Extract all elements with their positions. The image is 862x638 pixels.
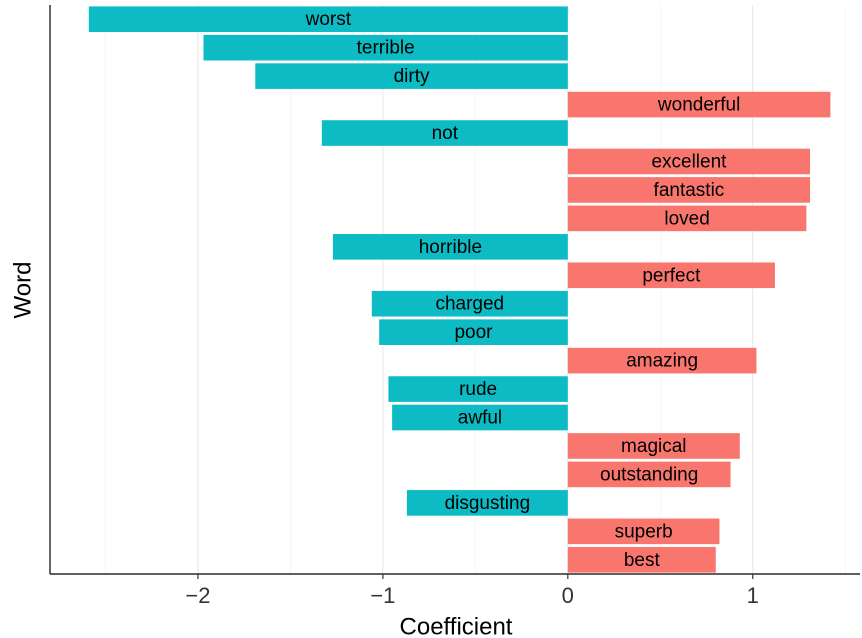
bar-label: charged bbox=[435, 294, 504, 315]
bar bbox=[567, 546, 716, 573]
bar bbox=[321, 120, 568, 146]
bar bbox=[388, 376, 568, 402]
x-tick-label: −1 bbox=[370, 583, 395, 608]
bar-label: superb bbox=[615, 521, 673, 542]
bar bbox=[203, 34, 568, 61]
bar bbox=[567, 433, 740, 459]
bar bbox=[567, 205, 807, 232]
x-tick-label: −2 bbox=[185, 583, 210, 608]
bar bbox=[567, 347, 757, 374]
y-axis-title: Word bbox=[9, 262, 36, 319]
bar-label: awful bbox=[458, 408, 502, 429]
bar-label: not bbox=[432, 123, 459, 144]
bar bbox=[88, 6, 568, 33]
bar-label: horrible bbox=[419, 237, 482, 258]
bar-label: rude bbox=[459, 379, 497, 400]
x-tick-label: 1 bbox=[747, 583, 759, 608]
bar bbox=[379, 319, 568, 345]
bar-label: disgusting bbox=[445, 493, 531, 514]
bar bbox=[567, 148, 811, 175]
bar bbox=[255, 63, 568, 89]
bar bbox=[567, 518, 720, 545]
bar-label: outstanding bbox=[600, 464, 698, 485]
bar bbox=[406, 490, 568, 516]
bar bbox=[567, 91, 831, 118]
bar-label: worst bbox=[305, 9, 352, 30]
bar-label: perfect bbox=[642, 265, 701, 286]
bar-label: terrible bbox=[357, 38, 415, 59]
bar-label: poor bbox=[454, 322, 493, 343]
bar-label: magical bbox=[621, 436, 686, 457]
bar bbox=[567, 461, 731, 488]
bar-label: loved bbox=[664, 208, 709, 229]
x-tick-label: 0 bbox=[562, 583, 574, 608]
bar bbox=[371, 290, 568, 317]
bar bbox=[567, 177, 811, 203]
bar-label: excellent bbox=[651, 151, 727, 172]
bar-label: dirty bbox=[394, 66, 430, 87]
bar-label: fantastic bbox=[654, 180, 725, 201]
bar-label: best bbox=[624, 550, 661, 571]
bar-label: amazing bbox=[626, 351, 698, 372]
x-axis-title: Coefficient bbox=[400, 613, 513, 638]
bar bbox=[567, 262, 775, 289]
bar bbox=[332, 234, 568, 260]
bar bbox=[392, 404, 568, 431]
bar-label: wonderful bbox=[657, 95, 740, 116]
